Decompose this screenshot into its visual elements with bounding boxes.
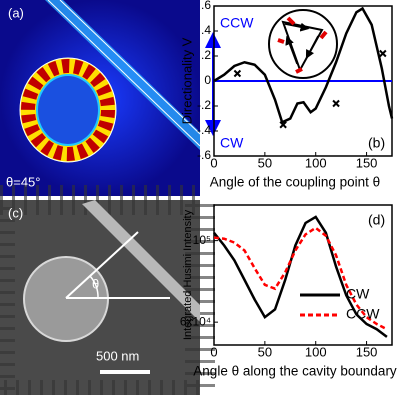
cavity-core	[38, 76, 98, 144]
x-tick-label: 50	[258, 155, 272, 170]
panel-label: (b)	[368, 135, 385, 151]
y-tick-label: 10⁵	[193, 233, 211, 247]
plot-frame	[213, 204, 393, 346]
legend-label: CW	[346, 286, 370, 302]
x-tick-label: 150	[356, 155, 378, 170]
scale-label: 500 nm	[96, 348, 139, 363]
inset	[268, 9, 338, 79]
y-tick-label: 0	[204, 73, 211, 87]
series-line	[213, 6, 394, 124]
x-tick-label: 0	[210, 155, 217, 170]
panel-c: (c) θ 500 nm	[0, 185, 215, 395]
panel-label: (d)	[368, 212, 385, 228]
inset-arrow	[285, 35, 298, 65]
inset-highlight	[277, 16, 328, 74]
inset-circle	[268, 9, 338, 79]
inset-arrow	[305, 35, 319, 59]
inset-arrow	[284, 22, 310, 32]
cross-marker	[233, 69, 242, 78]
cavity-edge	[19, 57, 117, 163]
y-tick-label: -.2	[197, 98, 211, 112]
y-tick-label: .6	[201, 0, 211, 12]
ccw-label: CCW	[220, 15, 254, 31]
cavity-mode	[21, 59, 115, 161]
series-line	[213, 226, 388, 331]
y-axis-label: Directionality V	[179, 37, 194, 124]
angle-label: θ	[92, 276, 99, 291]
angle-line	[65, 231, 139, 299]
waveguide-rod	[82, 200, 200, 322]
y-axis-label: Integrated Husimi Intensity	[182, 209, 194, 340]
y-tick-label: -.6	[197, 148, 211, 162]
x-tick-label: 50	[258, 344, 272, 359]
cross-marker	[379, 49, 387, 58]
y-tick-label: 6x10⁴	[180, 314, 211, 328]
waveguide-edge	[59, 0, 201, 135]
panel-label: (c)	[8, 205, 23, 220]
cross-marker	[279, 121, 287, 129]
series-line	[213, 215, 388, 338]
panel-a: (a) θ=45°	[0, 0, 201, 196]
y-tick-label: -.4	[197, 123, 211, 137]
angle-arc	[89, 275, 99, 299]
x-axis-label: Angle θ along the cavity boundary	[193, 364, 397, 379]
y-tick-label: .2	[201, 48, 211, 62]
x-tick-label: 0	[210, 344, 217, 359]
x-axis-label: Angle of the coupling point θ	[210, 175, 380, 190]
legend-label: CCW	[346, 306, 380, 322]
x-tick-label: 150	[356, 344, 378, 359]
waveguide-edge	[47, 0, 201, 147]
angle-label: θ=45°	[6, 174, 40, 189]
x-tick-label: 100	[305, 344, 327, 359]
cross-marker	[332, 99, 340, 108]
waveguide	[45, 0, 200, 150]
y-tick-label: .4	[201, 23, 211, 37]
panel-label: (a)	[8, 5, 24, 20]
cw-label: CW	[220, 135, 244, 151]
x-tick-label: 100	[305, 155, 327, 170]
